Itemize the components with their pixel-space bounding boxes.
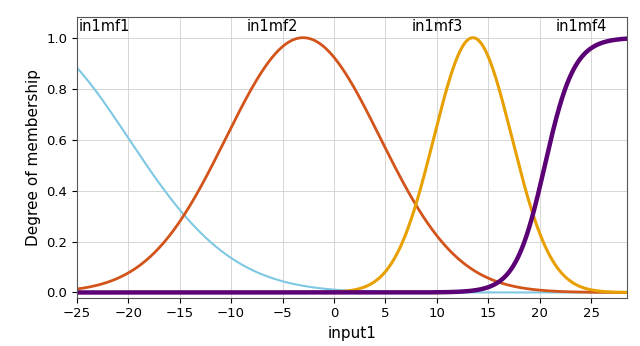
Y-axis label: Degree of membership: Degree of membership (26, 69, 40, 246)
Text: in1mf1: in1mf1 (79, 19, 130, 34)
X-axis label: input1: input1 (328, 326, 376, 341)
Text: in1mf2: in1mf2 (246, 19, 298, 34)
Text: in1mf3: in1mf3 (411, 19, 463, 34)
Text: in1mf4: in1mf4 (555, 19, 607, 34)
